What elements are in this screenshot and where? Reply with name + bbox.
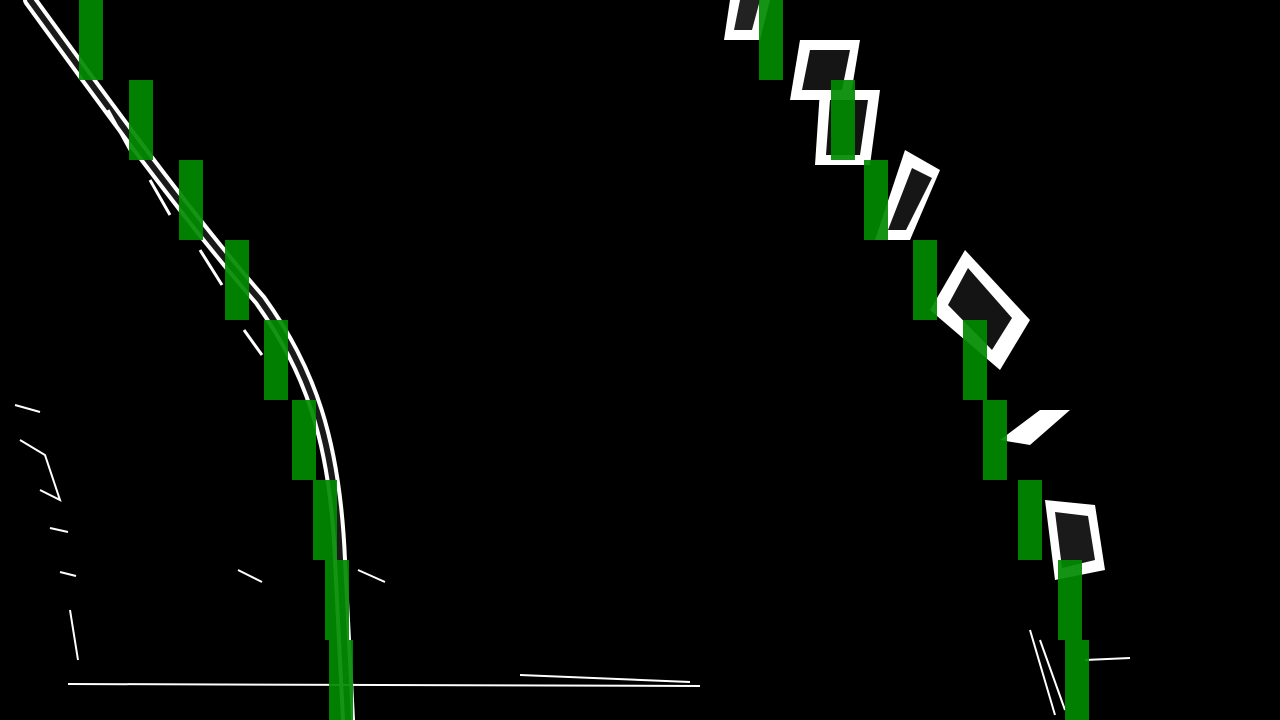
left-lane-pixels (23, 0, 355, 720)
left-search-window-5 (264, 320, 288, 400)
left-search-window-8 (129, 80, 153, 160)
left-search-window-7 (179, 160, 203, 240)
right-lane-search-windows (759, 0, 1089, 720)
left-lane-search-windows (79, 0, 353, 720)
right-search-window-8 (831, 80, 855, 160)
right-search-window-5 (963, 320, 987, 400)
right-search-window-9 (759, 0, 783, 80)
right-search-window-2 (1058, 560, 1082, 640)
left-search-window-6 (225, 240, 249, 320)
left-search-window-4 (292, 400, 316, 480)
right-search-window-4 (983, 400, 1007, 480)
noise-pixels (14, 404, 701, 687)
left-search-window-1 (329, 640, 353, 720)
right-search-window-6 (913, 240, 937, 320)
right-search-window-3 (1018, 480, 1042, 560)
left-search-window-3 (313, 480, 337, 560)
right-search-window-1 (1065, 640, 1089, 720)
right-search-window-7 (864, 160, 888, 240)
left-search-window-2 (325, 560, 349, 640)
left-search-window-9 (79, 0, 103, 80)
